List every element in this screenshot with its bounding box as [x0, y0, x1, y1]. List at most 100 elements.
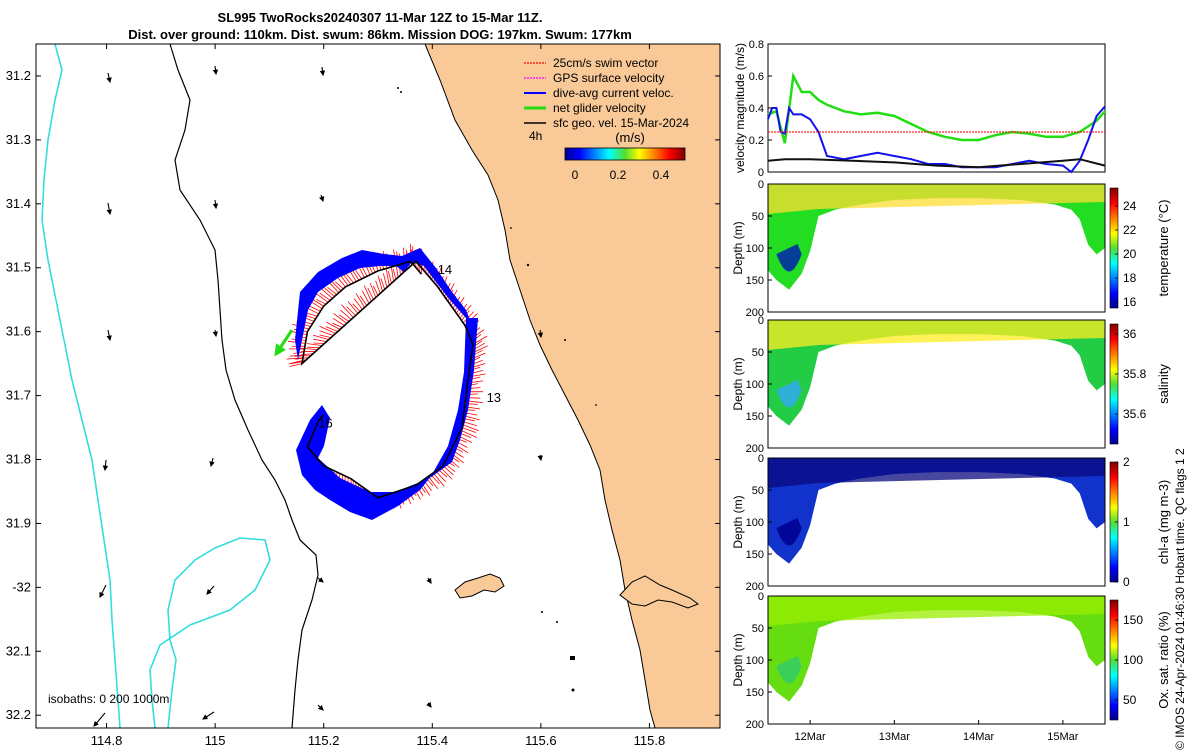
- section-y-tick-label: 150: [746, 411, 764, 423]
- swim-vector: [289, 363, 303, 367]
- swim-vector: [295, 359, 307, 363]
- section-y-tick-label: 50: [752, 211, 764, 223]
- swim-vector: [341, 304, 354, 318]
- swim-vector: [313, 342, 325, 344]
- current-patch-south: [296, 405, 436, 520]
- swim-vector: [462, 421, 477, 427]
- map-y-tick-label: 31.4: [6, 196, 31, 211]
- speed-colorbar-tick-1: 0.2: [610, 168, 627, 182]
- section-y-tick-label: 100: [746, 655, 764, 667]
- isobath-1000m: [41, 44, 121, 728]
- legend-swim: 25cm/s swim vector: [553, 56, 658, 70]
- section-deep-feature: [776, 656, 802, 684]
- section-colorbar-tick-label: 22: [1123, 223, 1137, 237]
- velocity-series: [767, 71, 1106, 174]
- swim-vector: [352, 303, 361, 312]
- map-y-tick-label: 31.9: [6, 515, 31, 530]
- day-label: 14: [438, 262, 452, 277]
- legend-current: dive-avg current veloc.: [553, 86, 674, 100]
- swim-vector: [460, 429, 477, 438]
- swim-vector: [461, 427, 476, 433]
- section-colorbar-tick-label: 0: [1123, 575, 1130, 589]
- section-colorbar-tick-label: 100: [1123, 653, 1143, 667]
- swim-vector: [462, 424, 479, 432]
- map-y-tick-label: 31.8: [6, 452, 31, 467]
- section-colorbar-tick-label: 1: [1123, 515, 1130, 529]
- section-ylabel: Depth (m): [731, 495, 745, 548]
- section-ylabel: Depth (m): [731, 633, 745, 686]
- section-y-tick-label: 100: [746, 517, 764, 529]
- section-deep-feature: [776, 518, 802, 546]
- swim-vector: [440, 467, 453, 480]
- section-colorbar-tick-label: 36: [1123, 327, 1137, 341]
- map-x-tick-label: 115.8: [634, 733, 666, 748]
- section-colorbar-tick-label: 150: [1123, 613, 1143, 627]
- section-colorbar-tick-label: 35.8: [1123, 367, 1147, 381]
- swim-vector: [372, 285, 379, 296]
- isobath-1000m-b: [149, 537, 271, 728]
- swim-vector: [334, 281, 344, 290]
- swim-vector: [392, 268, 397, 280]
- section-x-tick-label: 15Mar: [1047, 731, 1079, 743]
- net-glider-velocity-arrow: [274, 329, 294, 357]
- swim-vector: [289, 354, 304, 357]
- map-y-tick-label: 32.1: [6, 643, 31, 658]
- velocity-series-1: [767, 105, 1106, 174]
- section-oxygen: 0 50 100 150 200 Depth (m) 50 100 150 Ox. sat. ra…: [731, 591, 1171, 731]
- swim-vector: [347, 301, 359, 314]
- swim-vector: [367, 288, 374, 300]
- swim-vector: [363, 285, 372, 302]
- swim-vector: [316, 298, 327, 305]
- coast-rocks: [397, 87, 597, 692]
- swim-vector: [319, 325, 336, 334]
- map-y-tick-label: 31.5: [6, 260, 31, 275]
- swim-vector: [355, 269, 363, 280]
- section-surface-layer: [768, 458, 1105, 488]
- section-y-tick-label: 200: [746, 307, 764, 319]
- velocity-series-2: [767, 158, 1106, 169]
- velocity-y-ticks: 0 0.2 0.4 0.6 0.8: [749, 39, 772, 179]
- glider-track: [300, 260, 474, 499]
- swim-vector: [390, 266, 394, 282]
- swim-vector: [300, 347, 318, 350]
- swim-vector: [327, 286, 337, 295]
- current-patch-north: [295, 248, 472, 360]
- section-y-tick-label: 150: [746, 549, 764, 561]
- swim-vector: [295, 357, 309, 360]
- figure-title: SL995 TwoRocks20240307 11-Mar 12Z to 15-…: [217, 10, 543, 25]
- section-y-tick-label: 50: [752, 485, 764, 497]
- section-surface-layer: [768, 596, 1105, 626]
- geo-velocity-arrows: [93, 65, 544, 727]
- map-legend: 25cm/s swim vector GPS surface velocity …: [524, 56, 689, 182]
- speed-colorbar-tick-0: 0: [572, 168, 579, 182]
- swim-vector: [340, 309, 352, 320]
- map-frame: [35, 43, 721, 729]
- day-label: 13: [487, 390, 501, 405]
- section-x-tick-label: 12Mar: [795, 731, 827, 743]
- speed-colorbar: [564, 147, 686, 161]
- section-temperature: 0 50 100 150 200 Depth (m) 16 18 20 22 24 temperatu…: [731, 179, 1171, 319]
- section-y-tick-label: 0: [758, 179, 764, 191]
- section-y-tick-label: 0: [758, 315, 764, 327]
- section-y-tick-label: 0: [758, 591, 764, 603]
- map-y-tick-label: 32.2: [6, 707, 31, 722]
- velocity-ylabel: velocity magnitude (m/s): [733, 43, 747, 173]
- velocity-panel: 0 0.2 0.4 0.6 0.8 velocity magnitude (m/s): [733, 39, 1106, 179]
- section-chl-a: 0 50 100 150 200 Depth (m) 0 1 2 chl-a (mg m-3): [731, 453, 1171, 593]
- swim-vector: [346, 306, 356, 316]
- section-colorbar-label: temperature (°C): [1156, 200, 1171, 297]
- isobath-label: isobaths: 0 200 1000m: [48, 692, 169, 706]
- swim-vector: [353, 298, 363, 310]
- map-x-tick-label: 115: [205, 733, 226, 748]
- section-ylabel: Depth (m): [731, 221, 745, 274]
- island-garden: [619, 575, 700, 609]
- swim-vector: [306, 343, 323, 346]
- map-panel: 14 13 16 114.8 115 115.2 115.4 115.6 115.8 31.2…: [6, 43, 721, 748]
- section-colorbar-tick-label: 20: [1123, 247, 1137, 261]
- section-deep-feature: [776, 244, 802, 272]
- legend-net: net glider velocity: [553, 101, 646, 115]
- swim-vector: [345, 273, 354, 284]
- section-colorbar: [1109, 323, 1119, 445]
- swim-vector: [377, 275, 383, 292]
